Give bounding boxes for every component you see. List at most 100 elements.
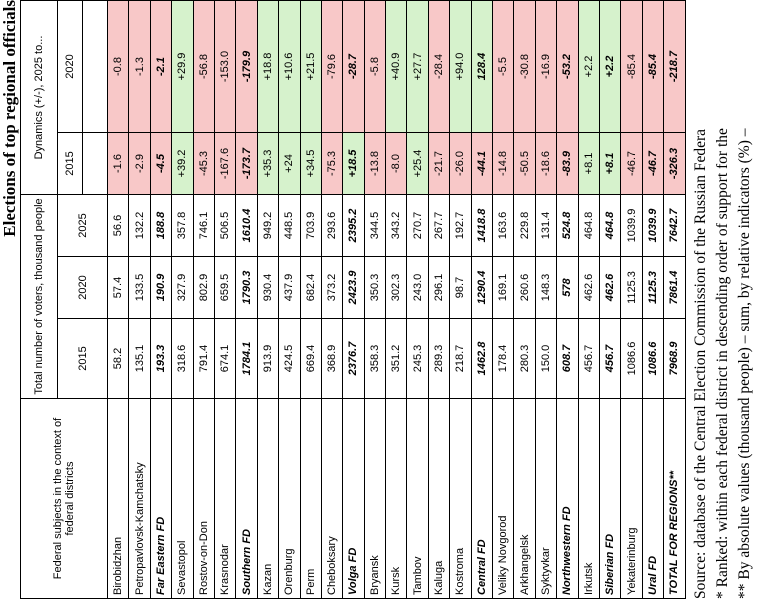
table-row: Veliky Novgorod 178.4 169.1 163.6 -14.8 -5.5 [492,0,514,599]
table-cell: +10.6 [278,0,301,133]
table-cell: -45.3 [193,132,215,195]
table-cell: +94.0 [449,0,472,133]
table-cell: -167.6 [214,132,236,195]
header-cell: 2020 [57,0,83,133]
row-label: Northwestern FD [556,398,579,599]
table-cell: 150.0 [535,318,557,399]
table-cell: 293.6 [321,194,343,257]
table-cell: +40.9 [385,0,407,133]
header-cell: Dynamics (+/-), 2025 to... [20,0,58,195]
table-cell: +35.3 [257,132,279,195]
table-cell: 506.5 [214,194,236,257]
table-cell: 327.9 [171,256,194,319]
table-cell: 1125.3 [620,256,643,319]
table-row: Kostroma 218.7 98.7 192.7 -26.0 +94.0 [449,0,472,599]
table-cell: 703.9 [300,194,322,257]
table-cell: -14.8 [492,132,514,195]
table-cell: 131.4 [535,194,557,257]
row-label: Southern FD [235,398,258,599]
table-cell: -1.6 [107,132,129,195]
table-cell: +8.1 [599,132,621,195]
table-cell: 1039.9 [620,194,643,257]
table-cell: 58.2 [107,318,129,399]
table-cell: 791.4 [193,318,215,399]
table-cell: -13.8 [364,132,386,195]
table-cell: -4.5 [150,132,172,195]
table-cell: 7968.9 [663,318,686,399]
table-cell: +2.2 [599,0,621,133]
table-row: Orenburg 424.5 437.9 448.5 +24 +10.6 [278,0,301,599]
table-cell: 358.3 [364,318,386,399]
subtotal-row: Northwestern FD 608.7 578 524.8 -83.9 -53.2 [556,0,579,599]
row-label: Volga FD [342,398,365,599]
table-cell: -85.4 [620,0,643,133]
table-cell: 193.3 [150,318,172,399]
table-cell: 802.9 [193,256,215,319]
table-cell: 128.4 [471,0,493,133]
table-cell: 1039.9 [642,194,664,257]
table-cell: -56.8 [193,0,215,133]
table-cell: -46.7 [620,132,643,195]
subtotal-row: Southern FD 1784.1 1790.3 1610.4 -173.7 -179.… [235,0,258,599]
table-row: Bryansk 358.3 350.3 344.5 -13.8 -5.8 [364,0,386,599]
table-cell: +2.2 [578,0,600,133]
footnote: ** By absolute values (thousand people) … [735,128,753,599]
table-cell: -5.8 [364,0,386,133]
table-cell: 448.5 [278,194,301,257]
table-cell: 133.5 [128,256,151,319]
row-label: Cheboksary [321,398,343,599]
table-row: Cheboksary 368.9 373.2 293.6 -75.3 -79.6 [321,0,343,599]
table-row: Kursk 351.2 302.3 343.2 -8.0 +40.9 [385,0,407,599]
row-label: Kursk [385,398,407,599]
table-cell: 1610.4 [235,194,258,257]
table-row: Syktyvkar 150.0 148.3 131.4 -18.6 -16.9 [535,0,557,599]
table-row: Tambov 245.3 243.0 270.7 +25.4 +27.7 [406,0,429,599]
table-cell: +39.2 [171,132,194,195]
table-cell: -326.3 [663,132,686,195]
table-cell: 357.8 [171,194,194,257]
table-cell: +18.5 [342,132,365,195]
table-cell: +8.1 [578,132,600,195]
row-label: Bryansk [364,398,386,599]
table-cell: 2423.9 [342,256,365,319]
table-cell: 462.6 [599,256,621,319]
table-cell: 350.3 [364,256,386,319]
row-label: Kazan [257,398,279,599]
table-cell: 2395.2 [342,194,365,257]
row-label: Krasnodar [214,398,236,599]
table-cell: -83.9 [556,132,579,195]
table-cell: -5.5 [492,0,514,133]
table-cell: 190.9 [150,256,172,319]
row-label: Birobidzhan [107,398,129,599]
table-cell: 437.9 [278,256,301,319]
table-cell: 674.1 [214,318,236,399]
table-cell: 148.3 [535,256,557,319]
table-cell: -0.8 [107,0,129,133]
header-cell: 2020 [57,256,108,319]
row-label: Sevastopol [171,398,194,599]
subtotal-row: TOTAL FOR REGIONS** 7968.9 7861.4 7642.7 -32… [663,0,686,599]
table-cell: +29.9 [171,0,194,133]
row-label: Ural FD [642,398,664,599]
table-row: Birobidzhan 58.2 57.4 56.6 -1.6 -0.8 [107,0,129,599]
table-cell: 1125.3 [642,256,664,319]
table-cell: 1784.1 [235,318,258,399]
table-cell: -30.8 [513,0,536,133]
table-cell: +24 [278,132,301,195]
row-label: Far Eastern FD [150,398,172,599]
table-row: Sevastopol 318.6 327.9 357.8 +39.2 +29.9 [171,0,194,599]
header-cell: 2025 [57,194,108,257]
table-cell: 7642.7 [663,194,686,257]
table-row: Yekaterinburg 1086.6 1125.3 1039.9 -46.7 -85.… [620,0,643,599]
table-body: Birobidzhan 58.2 57.4 56.6 -1.6 -0.8 Petropavl… [107,0,686,599]
table-cell: 302.3 [385,256,407,319]
table-cell: -173.7 [235,132,258,195]
table-cell: -53.2 [556,0,579,133]
table-cell: 368.9 [321,318,343,399]
table-cell: 296.1 [428,256,450,319]
table-cell: -28.7 [342,0,365,133]
footnote: Source: database of the Central Election… [691,128,709,599]
table-cell: 669.4 [300,318,322,399]
table-cell: -218.7 [663,0,686,133]
